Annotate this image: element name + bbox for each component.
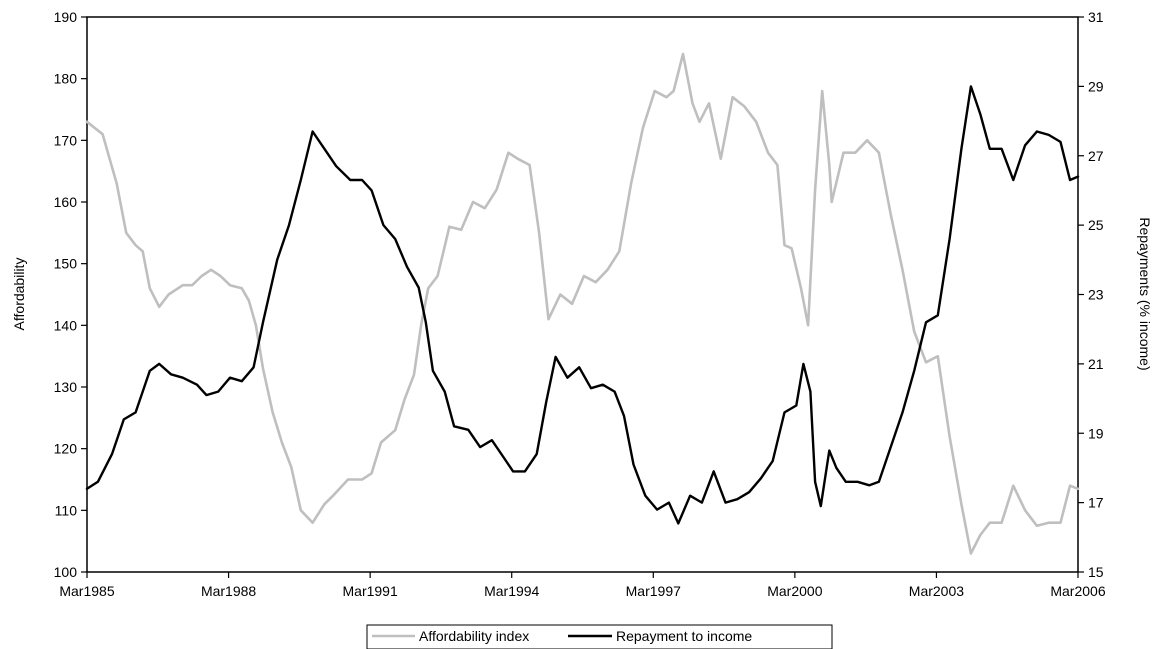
left-axis: 100 110 120 130 140 150 160 170 180 190 bbox=[54, 9, 87, 580]
series-line-repayment bbox=[85, 85, 1080, 525]
x-axis: Mar1985 Mar1988 Mar1991 Mar1994 Mar1997 Mar20… bbox=[59, 572, 1106, 599]
left-tick-label: 150 bbox=[54, 256, 78, 272]
right-axis-title: Repayments (% income) bbox=[1137, 217, 1153, 370]
x-tick-label: Mar1994 bbox=[484, 583, 539, 599]
right-tick-label: 27 bbox=[1088, 148, 1104, 164]
left-tick-label: 110 bbox=[55, 502, 78, 518]
x-tick-label: Mar1997 bbox=[626, 583, 681, 599]
series-line-affordability bbox=[85, 52, 1080, 555]
series-layer bbox=[85, 52, 1080, 555]
x-tick-label: Mar2003 bbox=[909, 583, 964, 599]
plot-area bbox=[86, 16, 1079, 573]
x-tick-label: Mar1985 bbox=[59, 583, 114, 599]
left-tick-label: 190 bbox=[54, 9, 78, 25]
right-tick-label: 25 bbox=[1088, 217, 1104, 233]
right-tick-label: 23 bbox=[1088, 287, 1104, 303]
left-tick-label: 130 bbox=[54, 379, 78, 395]
right-tick-label: 31 bbox=[1088, 9, 1104, 25]
left-tick-label: 100 bbox=[54, 564, 78, 580]
right-tick-label: 19 bbox=[1088, 425, 1104, 441]
legend-label-repayment: Repayment to income bbox=[616, 628, 752, 644]
right-tick-label: 17 bbox=[1088, 495, 1104, 511]
right-tick-label: 29 bbox=[1088, 78, 1104, 94]
left-tick-label: 170 bbox=[54, 132, 78, 148]
x-tick-label: Mar1991 bbox=[343, 583, 398, 599]
left-axis-title: Affordability bbox=[11, 258, 27, 331]
x-tick-label: Mar2000 bbox=[767, 583, 822, 599]
left-tick-label: 180 bbox=[54, 71, 78, 87]
right-axis: 15 17 19 21 23 25 27 29 31 bbox=[1078, 9, 1104, 580]
right-tick-label: 15 bbox=[1088, 564, 1104, 580]
legend-label-affordability: Affordability index bbox=[419, 628, 529, 644]
x-tick-label: Mar2006 bbox=[1050, 583, 1105, 599]
x-tick-label: Mar1988 bbox=[201, 583, 256, 599]
left-tick-label: 160 bbox=[54, 194, 78, 210]
legend: Affordability index Repayment to income bbox=[366, 624, 833, 649]
left-tick-label: 120 bbox=[54, 441, 78, 457]
left-tick-label: 140 bbox=[54, 317, 78, 333]
right-tick-label: 21 bbox=[1088, 356, 1104, 372]
